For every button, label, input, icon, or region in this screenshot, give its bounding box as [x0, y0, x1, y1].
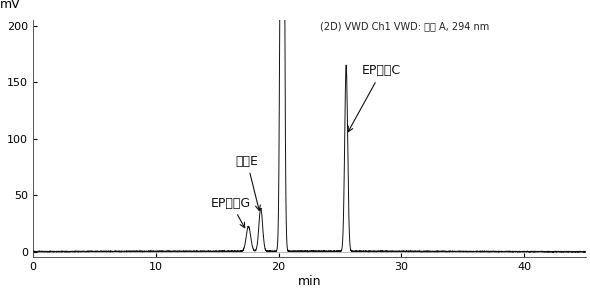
- X-axis label: min: min: [297, 275, 321, 288]
- Text: EP杂质G: EP杂质G: [211, 197, 251, 228]
- Y-axis label: mV: mV: [1, 0, 21, 11]
- Text: EP杂质C: EP杂质C: [348, 65, 401, 132]
- Text: 杂质E: 杂质E: [235, 155, 260, 211]
- Text: (2D) VWD Ch1 VWD: 信号 A, 294 nm: (2D) VWD Ch1 VWD: 信号 A, 294 nm: [320, 21, 490, 31]
